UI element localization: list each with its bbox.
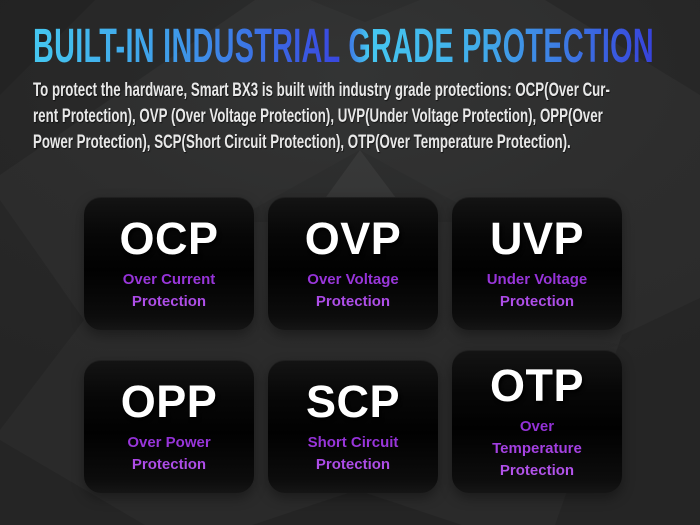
card-name: Over Current Protection [112,269,226,313]
card-name: Over Temperature Protection [480,416,594,482]
page-title-text: BUILT-IN INDUSTRIAL GRADE PROTECTION [33,20,654,73]
card-row-1: OCP Over Current Protection OVP Over Vol… [84,197,622,330]
intro-line: To protect the hardware, Smart BX3 is bu… [33,80,610,101]
card-uvp: UVP Under Voltage Protection [452,197,622,330]
card-scp: SCP Short Circuit Protection [268,360,438,493]
card-acronym: SCP [305,376,401,427]
card-name: Over Power Protection [112,432,226,476]
card-name: Over Voltage Protection [296,269,410,313]
card-ovp: OVP Over Voltage Protection [268,197,438,330]
intro-line: rent Protection), OVP (Over Voltage Prot… [33,106,603,127]
card-name: Under Voltage Protection [480,269,594,313]
card-acronym: UVP [489,213,585,264]
card-name: Short Circuit Protection [296,432,410,476]
card-acronym: OVP [304,213,402,264]
intro-paragraph: To protect the hardware, Smart BX3 is bu… [33,78,700,156]
card-opp: OPP Over Power Protection [84,360,254,493]
page-title: BUILT-IN INDUSTRIAL GRADE PROTECTION [33,20,700,73]
card-ocp: OCP Over Current Protection [84,197,254,330]
card-acronym: OCP [119,213,219,264]
card-otp: OTP Over Temperature Protection [452,350,622,493]
card-row-2: OPP Over Power Protection SCP Short Circ… [84,350,622,493]
card-acronym: OPP [120,376,218,427]
card-acronym: OTP [489,360,584,411]
intro-line: Power Protection), SCP(Short Circuit Pro… [33,132,571,153]
